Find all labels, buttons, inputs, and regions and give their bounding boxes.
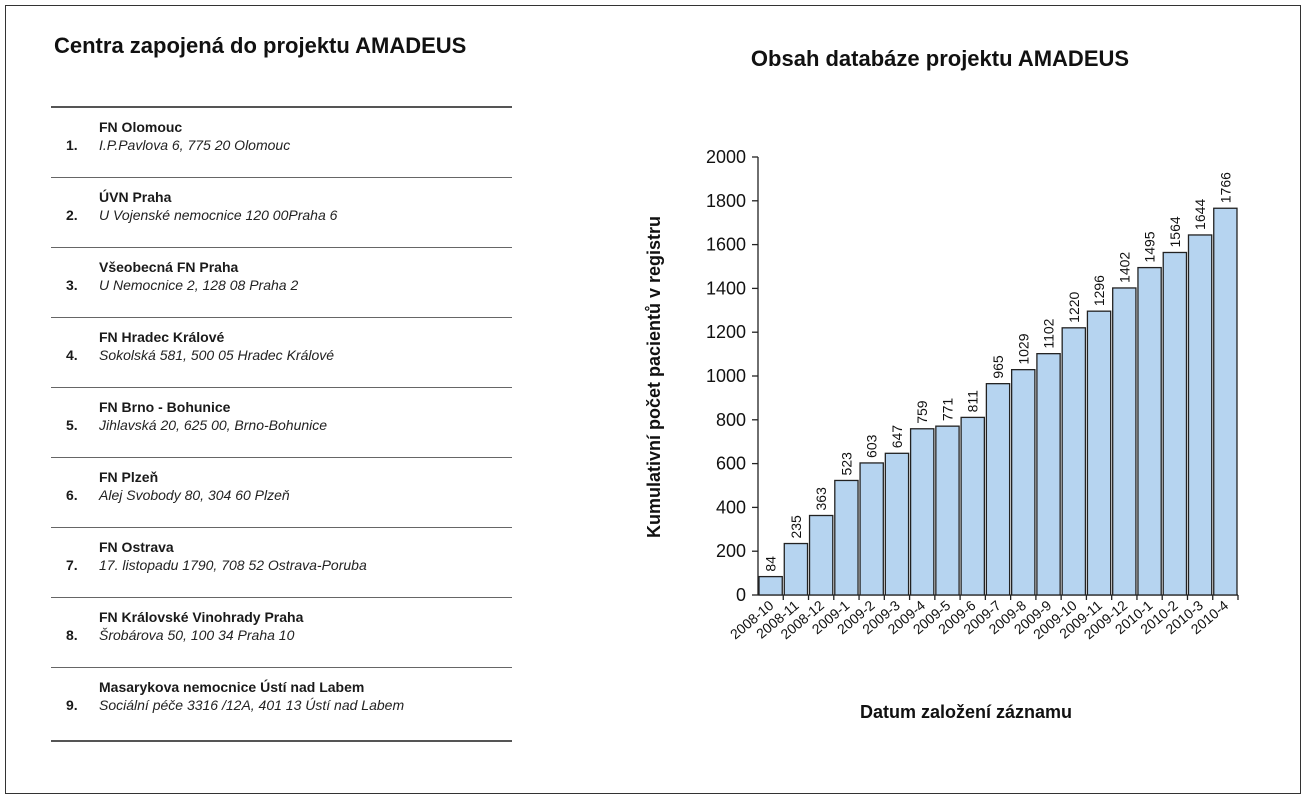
bar [909, 428, 935, 596]
bar [1010, 368, 1036, 596]
bar [1137, 266, 1162, 596]
data-label: 1220 [1066, 291, 1082, 322]
y-tick-label: 600 [716, 454, 746, 474]
center-row: 3. Všeobecná FN Praha U Nemocnice 2, 128 0… [51, 248, 512, 318]
center-number: 8. [66, 627, 78, 643]
data-label: 235 [788, 515, 804, 539]
bar [1112, 287, 1137, 596]
center-name: FN Hradec Králové [99, 329, 225, 345]
center-name: FN Ostrava [99, 539, 174, 555]
data-label: 1564 [1167, 216, 1183, 247]
center-number: 5. [66, 417, 78, 433]
bar [1213, 207, 1238, 596]
center-row: 2. ÚVN Praha U Vojenské nemocnice 120 00Pr… [51, 178, 512, 248]
chart-title: Obsah databáze projektu AMADEUS [751, 46, 1129, 71]
data-label: 84 [763, 556, 779, 572]
y-tick-label: 400 [716, 497, 746, 517]
y-tick-label: 800 [716, 410, 746, 430]
y-tick-label: 2000 [706, 147, 746, 167]
bar [758, 575, 783, 596]
bar [1036, 353, 1061, 596]
data-label: 603 [864, 434, 880, 458]
y-tick-label: 1400 [706, 278, 746, 298]
y-tick-label: 0 [736, 585, 746, 605]
center-number: 1. [66, 137, 78, 153]
data-label: 965 [990, 355, 1006, 379]
bar [1086, 310, 1112, 596]
center-address: Sokolská 581, 500 05 Hradec Králové [99, 347, 335, 363]
y-tick-label: 1600 [706, 235, 746, 255]
data-label: 1644 [1192, 199, 1208, 230]
bar [783, 542, 809, 596]
data-label: 1402 [1116, 252, 1132, 283]
data-label: 1495 [1142, 231, 1158, 262]
centers-list: 1. FN Olomouc I.P.Pavlova 6, 775 20 Olomou… [51, 106, 512, 742]
center-name: FN Brno - Bohunice [99, 399, 231, 415]
center-number: 9. [66, 697, 78, 713]
plot-area: 0 200 400 600 800 1000 1200 1400 1600 1800 2000 84 2… [706, 147, 1239, 642]
data-label: 363 [813, 487, 829, 511]
data-label: 1029 [1015, 333, 1031, 364]
center-row: 8. FN Královské Vinohrady Praha Šrobárova … [51, 598, 512, 668]
center-address: Alej Svobody 80, 304 60 Plzeň [99, 487, 290, 503]
data-label: 811 [965, 390, 981, 413]
y-tick-label: 1000 [706, 366, 746, 386]
center-address: Sociální péče 3316 /12A, 401 13 Ústí nad… [99, 697, 405, 713]
center-name: FN Královské Vinohrady Praha [99, 609, 304, 625]
center-number: 3. [66, 277, 78, 293]
bar [859, 462, 884, 596]
data-label: 1766 [1217, 172, 1233, 203]
y-tick-label: 200 [716, 541, 746, 561]
center-address: U Vojenské nemocnice 120 00Praha 6 [99, 207, 338, 223]
center-address: Jihlavská 20, 625 00, Brno-Bohunice [99, 417, 328, 433]
bar [1162, 251, 1188, 596]
center-name: ÚVN Praha [99, 189, 172, 205]
center-row: 6. FN Plzeň Alej Svobody 80, 304 60 Plzeň [51, 458, 512, 528]
bar [884, 452, 910, 596]
bar [1061, 327, 1087, 596]
x-axis-label: Datum založení záznamu [860, 702, 1072, 722]
y-axis-label: Kumulativní počet pacientů v registru [644, 216, 664, 538]
bar [985, 383, 1011, 596]
bar [960, 416, 986, 596]
center-row: 9. Masarykova nemocnice Ústí nad Labem Soc… [51, 668, 512, 738]
center-number: 7. [66, 557, 78, 573]
bar [808, 514, 834, 596]
center-row: 7. FN Ostrava 17. listopadu 1790, 708 52 O… [51, 528, 512, 598]
center-address: I.P.Pavlova 6, 775 20 Olomouc [99, 137, 291, 153]
centers-title: Centra zapojená do projektu AMADEUS [54, 33, 467, 58]
center-row: 4. FN Hradec Králové Sokolská 581, 500 05 … [51, 318, 512, 388]
data-label: 647 [889, 425, 905, 449]
data-label: 523 [838, 452, 854, 476]
center-name: FN Plzeň [99, 469, 159, 485]
center-number: 6. [66, 487, 78, 503]
data-label: 771 [939, 398, 955, 422]
center-number: 4. [66, 347, 78, 363]
data-label: 759 [914, 400, 930, 424]
y-tick-label: 1800 [706, 191, 746, 211]
center-address: Šrobárova 50, 100 34 Praha 10 [99, 627, 295, 643]
center-name: Všeobecná FN Praha [99, 259, 239, 275]
center-name: Masarykova nemocnice Ústí nad Labem [99, 679, 365, 695]
bar [1187, 234, 1213, 596]
data-label: 1102 [1041, 318, 1057, 348]
center-name: FN Olomouc [99, 119, 183, 135]
center-row: 1. FN Olomouc I.P.Pavlova 6, 775 20 Olomou… [51, 108, 512, 178]
center-address: 17. listopadu 1790, 708 52 Ostrava-Porub… [99, 557, 367, 573]
center-number: 2. [66, 207, 78, 223]
y-tick-label: 1200 [706, 322, 746, 342]
bar [834, 479, 859, 596]
center-row: 5. FN Brno - Bohunice Jihlavská 20, 625 00… [51, 388, 512, 458]
center-address: U Nemocnice 2, 128 08 Praha 2 [99, 277, 299, 293]
data-label: 1296 [1091, 275, 1107, 306]
bar [935, 425, 960, 596]
